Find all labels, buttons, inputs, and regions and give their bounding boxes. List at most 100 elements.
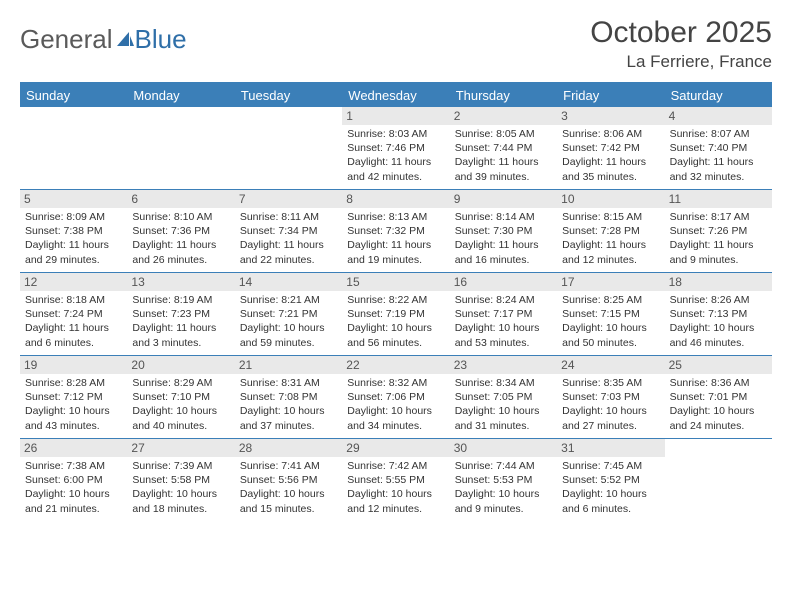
day-info: Sunrise: 7:44 AMSunset: 5:53 PMDaylight:… <box>455 459 552 516</box>
calendar-cell <box>20 107 127 189</box>
day-info: Sunrise: 8:35 AMSunset: 7:03 PMDaylight:… <box>562 376 659 433</box>
day-header-friday: Friday <box>557 84 664 107</box>
calendar-cell: 6Sunrise: 8:10 AMSunset: 7:36 PMDaylight… <box>127 190 234 272</box>
logo-text-blue: Blue <box>135 24 187 55</box>
day-header-saturday: Saturday <box>665 84 772 107</box>
calendar-grid: SundayMondayTuesdayWednesdayThursdayFrid… <box>20 82 772 521</box>
day-number: 27 <box>127 439 234 457</box>
calendar-cell: 23Sunrise: 8:34 AMSunset: 7:05 PMDayligh… <box>450 356 557 438</box>
day-info: Sunrise: 8:07 AMSunset: 7:40 PMDaylight:… <box>670 127 767 184</box>
day-number: 3 <box>557 107 664 125</box>
calendar-cell: 24 Sunrise: 8:35 AMSunset: 7:03 PMDayligh… <box>557 356 664 438</box>
calendar-cell <box>665 439 772 521</box>
day-info: Sunrise: 8:31 AMSunset: 7:08 PMDaylight:… <box>240 376 337 433</box>
day-header-row: SundayMondayTuesdayWednesdayThursdayFrid… <box>20 84 772 107</box>
calendar-cell: 3 Sunrise: 8:06 AMSunset: 7:42 PMDaylight… <box>557 107 664 189</box>
calendar-cell: 25Sunrise: 8:36 AMSunset: 7:01 PMDayligh… <box>665 356 772 438</box>
day-info: Sunrise: 7:38 AMSunset: 6:00 PMDaylight:… <box>25 459 122 516</box>
calendar-cell: 8 Sunrise: 8:13 AMSunset: 7:32 PMDaylight… <box>342 190 449 272</box>
day-header-sunday: Sunday <box>20 84 127 107</box>
day-info: Sunrise: 8:26 AMSunset: 7:13 PMDaylight:… <box>670 293 767 350</box>
day-info: Sunrise: 8:25 AMSunset: 7:15 PMDaylight:… <box>562 293 659 350</box>
day-number: 25 <box>665 356 772 374</box>
day-info: Sunrise: 8:17 AMSunset: 7:26 PMDaylight:… <box>670 210 767 267</box>
day-info: Sunrise: 8:09 AMSunset: 7:38 PMDaylight:… <box>25 210 122 267</box>
day-info: Sunrise: 8:28 AMSunset: 7:12 PMDaylight:… <box>25 376 122 433</box>
calendar-cell: 18 Sunrise: 8:26 AMSunset: 7:13 PMDayligh… <box>665 273 772 355</box>
day-info: Sunrise: 8:05 AMSunset: 7:44 PMDaylight:… <box>455 127 552 184</box>
week-row: 5 Sunrise: 8:09 AMSunset: 7:38 PMDaylight… <box>20 189 772 272</box>
calendar-cell: 2 Sunrise: 8:05 AMSunset: 7:44 PMDaylight… <box>450 107 557 189</box>
day-number: 24 <box>557 356 664 374</box>
logo-text-general: General <box>20 24 113 55</box>
day-header-wednesday: Wednesday <box>342 84 449 107</box>
day-number: 7 <box>235 190 342 208</box>
calendar-cell: 28 Sunrise: 7:41 AMSunset: 5:56 PMDayligh… <box>235 439 342 521</box>
day-info: Sunrise: 8:29 AMSunset: 7:10 PMDaylight:… <box>132 376 229 433</box>
day-number: 15 <box>342 273 449 291</box>
day-number: 2 <box>450 107 557 125</box>
day-number: 8 <box>342 190 449 208</box>
day-number: 28 <box>235 439 342 457</box>
calendar-cell: 9 Sunrise: 8:14 AMSunset: 7:30 PMDaylight… <box>450 190 557 272</box>
day-info: Sunrise: 7:39 AMSunset: 5:58 PMDaylight:… <box>132 459 229 516</box>
day-info: Sunrise: 8:19 AMSunset: 7:23 PMDaylight:… <box>132 293 229 350</box>
day-info: Sunrise: 8:34 AMSunset: 7:05 PMDaylight:… <box>455 376 552 433</box>
calendar-cell: 20Sunrise: 8:29 AMSunset: 7:10 PMDayligh… <box>127 356 234 438</box>
calendar-cell: 5 Sunrise: 8:09 AMSunset: 7:38 PMDaylight… <box>20 190 127 272</box>
day-number: 13 <box>127 273 234 291</box>
calendar-cell: 16 Sunrise: 8:24 AMSunset: 7:17 PMDayligh… <box>450 273 557 355</box>
day-number: 5 <box>20 190 127 208</box>
week-row: 1 Sunrise: 8:03 AMSunset: 7:46 PMDaylight… <box>20 107 772 189</box>
day-number: 18 <box>665 273 772 291</box>
day-number: 6 <box>127 190 234 208</box>
calendar-cell: 13 Sunrise: 8:19 AMSunset: 7:23 PMDayligh… <box>127 273 234 355</box>
logo: General Blue <box>20 16 187 57</box>
day-number: 16 <box>450 273 557 291</box>
day-number: 17 <box>557 273 664 291</box>
weeks-container: 1 Sunrise: 8:03 AMSunset: 7:46 PMDaylight… <box>20 107 772 521</box>
day-number: 22 <box>342 356 449 374</box>
day-info: Sunrise: 8:32 AMSunset: 7:06 PMDaylight:… <box>347 376 444 433</box>
day-number: 1 <box>342 107 449 125</box>
day-header-monday: Monday <box>127 84 234 107</box>
month-title: October 2025 <box>590 16 772 50</box>
calendar-cell: 14 Sunrise: 8:21 AMSunset: 7:21 PMDayligh… <box>235 273 342 355</box>
calendar-cell <box>235 107 342 189</box>
day-number: 9 <box>450 190 557 208</box>
title-block: October 2025 La Ferriere, France <box>590 16 772 72</box>
calendar-cell: 15Sunrise: 8:22 AMSunset: 7:19 PMDayligh… <box>342 273 449 355</box>
day-number: 4 <box>665 107 772 125</box>
day-number: 11 <box>665 190 772 208</box>
logo-sail-icon <box>115 24 135 55</box>
calendar-cell: 19Sunrise: 8:28 AMSunset: 7:12 PMDayligh… <box>20 356 127 438</box>
day-info: Sunrise: 8:13 AMSunset: 7:32 PMDaylight:… <box>347 210 444 267</box>
calendar-page: General Blue October 2025 La Ferriere, Fr… <box>0 0 792 537</box>
day-number: 12 <box>20 273 127 291</box>
day-info: Sunrise: 8:06 AMSunset: 7:42 PMDaylight:… <box>562 127 659 184</box>
day-info: Sunrise: 7:45 AMSunset: 5:52 PMDaylight:… <box>562 459 659 516</box>
day-info: Sunrise: 8:14 AMSunset: 7:30 PMDaylight:… <box>455 210 552 267</box>
day-info: Sunrise: 8:03 AMSunset: 7:46 PMDaylight:… <box>347 127 444 184</box>
day-info: Sunrise: 8:24 AMSunset: 7:17 PMDaylight:… <box>455 293 552 350</box>
day-info: Sunrise: 8:21 AMSunset: 7:21 PMDaylight:… <box>240 293 337 350</box>
day-number: 14 <box>235 273 342 291</box>
calendar-cell: 1 Sunrise: 8:03 AMSunset: 7:46 PMDaylight… <box>342 107 449 189</box>
day-number: 26 <box>20 439 127 457</box>
day-header-thursday: Thursday <box>450 84 557 107</box>
day-info: Sunrise: 7:41 AMSunset: 5:56 PMDaylight:… <box>240 459 337 516</box>
calendar-cell: 21 Sunrise: 8:31 AMSunset: 7:08 PMDayligh… <box>235 356 342 438</box>
day-number: 29 <box>342 439 449 457</box>
day-number: 10 <box>557 190 664 208</box>
calendar-cell: 11 Sunrise: 8:17 AMSunset: 7:26 PMDayligh… <box>665 190 772 272</box>
day-info: Sunrise: 8:15 AMSunset: 7:28 PMDaylight:… <box>562 210 659 267</box>
location-label: La Ferriere, France <box>590 52 772 72</box>
day-number: 21 <box>235 356 342 374</box>
day-info: Sunrise: 8:11 AMSunset: 7:34 PMDaylight:… <box>240 210 337 267</box>
page-header: General Blue October 2025 La Ferriere, Fr… <box>20 16 772 72</box>
day-number: 30 <box>450 439 557 457</box>
calendar-cell: 4 Sunrise: 8:07 AMSunset: 7:40 PMDaylight… <box>665 107 772 189</box>
calendar-cell: 27 Sunrise: 7:39 AMSunset: 5:58 PMDayligh… <box>127 439 234 521</box>
day-info: Sunrise: 8:18 AMSunset: 7:24 PMDaylight:… <box>25 293 122 350</box>
week-row: 19Sunrise: 8:28 AMSunset: 7:12 PMDayligh… <box>20 355 772 438</box>
